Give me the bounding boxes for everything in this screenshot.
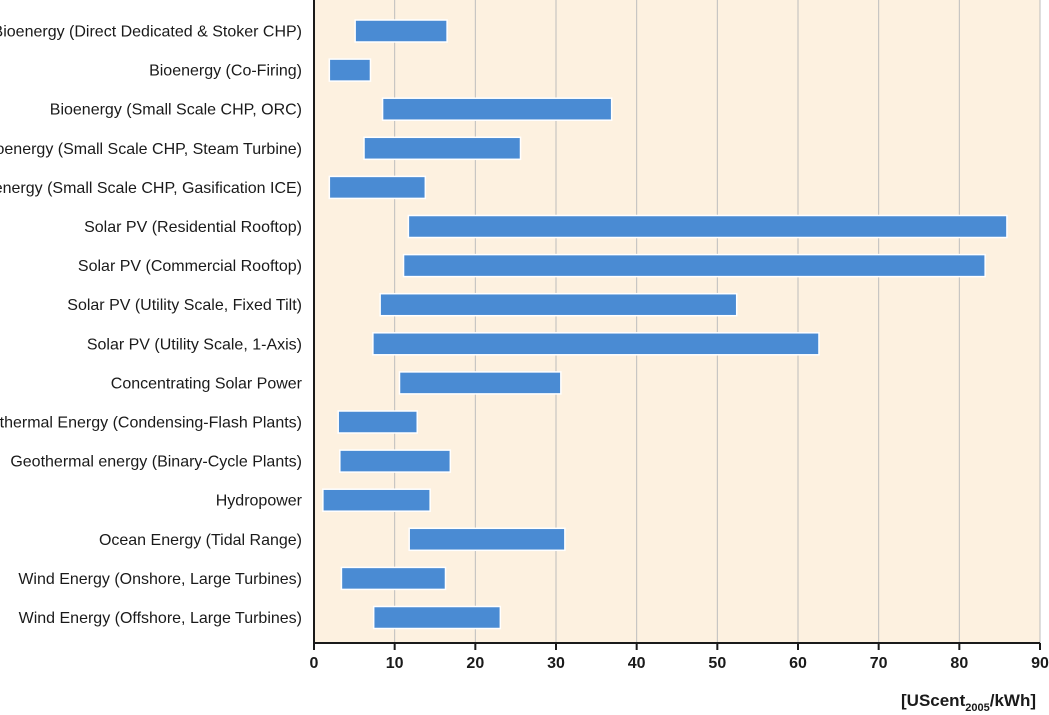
x-tick-label: 0 bbox=[310, 655, 319, 672]
range-bar bbox=[398, 371, 562, 395]
category-label: Bioenergy (Small Scale CHP, Gasification… bbox=[0, 180, 302, 197]
category-label: Wind Energy (Onshore, Large Turbines) bbox=[18, 571, 302, 588]
range-bar bbox=[407, 214, 1008, 239]
range-bar bbox=[372, 332, 820, 356]
category-label: Solar PV (Commercial Rooftop) bbox=[78, 258, 302, 275]
range-bar bbox=[379, 292, 738, 317]
x-tick-label: 10 bbox=[386, 655, 404, 672]
category-label: Solar PV (Utility Scale, 1-Axis) bbox=[87, 336, 302, 353]
bars bbox=[322, 19, 1008, 630]
range-bar bbox=[339, 449, 452, 473]
category-labels: Bioenergy (Direct Dedicated & Stoker CHP… bbox=[0, 24, 303, 628]
x-tick-label: 70 bbox=[870, 655, 888, 672]
range-bar bbox=[381, 97, 613, 121]
category-label: Bioenergy (Co-Firing) bbox=[149, 63, 302, 80]
range-bar bbox=[340, 566, 447, 591]
category-label: Bioenergy (Direct Dedicated & Stoker CHP… bbox=[0, 24, 302, 41]
category-label: Wind Energy (Offshore, Large Turbines) bbox=[19, 610, 302, 627]
x-tick-label: 40 bbox=[628, 655, 646, 672]
range-bar bbox=[328, 58, 372, 82]
category-label: Ocean Energy (Tidal Range) bbox=[99, 532, 302, 549]
range-bar bbox=[354, 19, 448, 43]
range-bar bbox=[328, 175, 427, 200]
range-bar bbox=[402, 253, 986, 278]
range-bar bbox=[372, 605, 502, 630]
category-label: Hydropower bbox=[216, 493, 303, 510]
range-bar bbox=[363, 136, 522, 161]
category-label: Solar PV (Utility Scale, Fixed Tilt) bbox=[67, 297, 302, 314]
category-label: Solar PV (Residential Rooftop) bbox=[84, 219, 302, 236]
x-tick-label: 80 bbox=[950, 655, 968, 672]
x-tick-label: 30 bbox=[547, 655, 565, 672]
category-label: Concentrating Solar Power bbox=[111, 375, 303, 392]
range-bar bbox=[408, 527, 566, 552]
x-axis-unit-label: [UScent2005/kWh] bbox=[901, 691, 1036, 714]
x-tick-label: 90 bbox=[1031, 655, 1049, 672]
category-label: Geothermal Energy (Condensing-Flash Plan… bbox=[0, 415, 302, 432]
x-tick-label: 60 bbox=[789, 655, 807, 672]
category-label: Bioenergy (Small Scale CHP, ORC) bbox=[50, 102, 302, 119]
x-tick-label: 20 bbox=[466, 655, 484, 672]
range-bar bbox=[337, 410, 419, 434]
range-bar bbox=[322, 488, 431, 512]
x-axis-ticks: 0 10 20 30 40 50 60 70 80 90 bbox=[310, 643, 1049, 672]
x-tick-label: 50 bbox=[708, 655, 726, 672]
category-label: Geothermal energy (Binary-Cycle Plants) bbox=[10, 454, 302, 471]
category-label: Bioenergy (Small Scale CHP, Steam Turbin… bbox=[0, 141, 302, 158]
